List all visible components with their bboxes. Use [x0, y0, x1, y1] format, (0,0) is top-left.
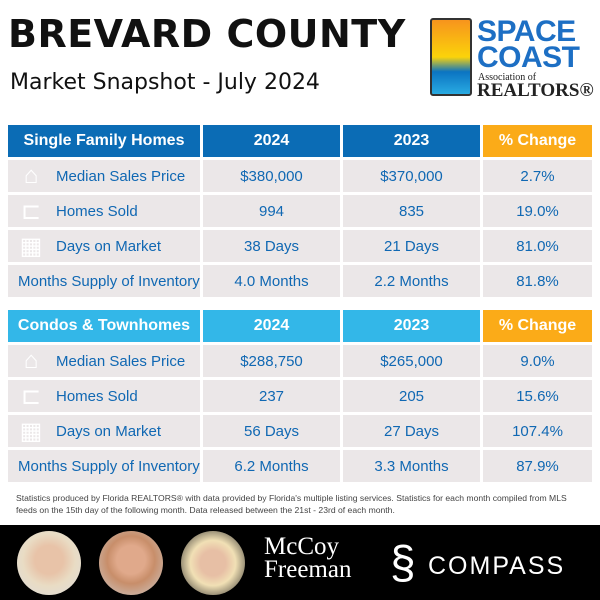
table-header-row: Condos & Townhomes 2024 2023% Change [8, 310, 592, 342]
table-row: ▦ Days on Market 38 Days 21 Days 81.0% [8, 230, 592, 262]
table-row: Months Supply of Inventory 4.0 Months 2.2 … [8, 265, 592, 297]
rocket-wave-logo-icon [430, 18, 472, 96]
metric-cell: ⌂ Median Sales Price [8, 345, 200, 377]
column-header: Condos & Townhomes [8, 310, 200, 342]
agent-photo [17, 531, 81, 595]
metric-cell: ⌂ Median Sales Price [8, 160, 200, 192]
metric-label: Homes Sold [56, 202, 138, 220]
metric-label: Months Supply of Inventory [18, 272, 200, 290]
logo-text: REALTORS® [477, 80, 594, 101]
footnote: Statistics produced by Florida REALTORS®… [16, 493, 567, 515]
team-name: McCoy [264, 533, 339, 560]
table-header-row: Single Family Homes 2024 2023% Change [8, 125, 592, 157]
column-header: 2023 [343, 125, 480, 157]
value-cell-change: 9.0% [483, 345, 592, 377]
table-row: ⊏ Homes Sold 237 205 15.6% [8, 380, 592, 412]
metric-cell: ⊏ Homes Sold [8, 380, 200, 412]
house-icon: ⌂ [23, 162, 39, 189]
logo-text: Association of [478, 72, 537, 83]
value-cell-v2023: 3.3 Months [343, 450, 480, 482]
column-header: 2023 [343, 310, 480, 342]
metric-cell: ▦ Days on Market [8, 230, 200, 262]
table-row: Months Supply of Inventory 6.2 Months 3.3 … [8, 450, 592, 482]
value-cell-v2023: $265,000 [343, 345, 480, 377]
table-row: ⌂ Median Sales Price $380,000 $370,000 2.7% [8, 160, 592, 192]
value-cell-v2024: 6.2 Months [203, 450, 340, 482]
table-row: ⊏ Homes Sold 994 835 19.0% [8, 195, 592, 227]
brokerage-logo: COMPASS [428, 552, 566, 580]
value-cell-v2024: 56 Days [203, 415, 340, 447]
column-header: 2024 [203, 125, 340, 157]
value-cell-v2023: 21 Days [343, 230, 480, 262]
logo-text: COAST [477, 41, 580, 74]
metric-label: Days on Market [56, 422, 162, 440]
value-cell-v2024: $380,000 [203, 160, 340, 192]
value-cell-v2024: 38 Days [203, 230, 340, 262]
sold-sign-icon: ⊏ [20, 382, 42, 410]
metric-cell: Months Supply of Inventory [8, 265, 200, 297]
single-family-table: Single Family Homes 2024 2023% Change ⌂ Medi… [8, 125, 592, 300]
metric-label: Days on Market [56, 237, 162, 255]
value-cell-change: 87.9% [483, 450, 592, 482]
value-cell-change: 19.0% [483, 195, 592, 227]
page-subtitle: Market Snapshot - July 2024 [10, 70, 320, 95]
value-cell-v2024: 4.0 Months [203, 265, 340, 297]
calendar-icon: ▦ [19, 417, 43, 445]
metric-label: Median Sales Price [56, 352, 186, 370]
agent-photo [99, 531, 163, 595]
metric-cell: ⊏ Homes Sold [8, 195, 200, 227]
metric-cell: ▦ Days on Market [8, 415, 200, 447]
seahorse-icon: § [390, 536, 416, 588]
logo-text: SPACE [477, 15, 576, 48]
metric-label: Months Supply of Inventory [18, 457, 200, 475]
table-row: ⌂ Median Sales Price $288,750 $265,000 9.0% [8, 345, 592, 377]
metric-label: Median Sales Price [56, 167, 186, 185]
condos-table: Condos & Townhomes 2024 2023% Change ⌂ Media… [8, 310, 592, 485]
value-cell-v2024: 994 [203, 195, 340, 227]
column-header: % Change [483, 125, 592, 157]
table-row: ▦ Days on Market 56 Days 27 Days 107.4% [8, 415, 592, 447]
column-header: 2024 [203, 310, 340, 342]
value-cell-change: 81.0% [483, 230, 592, 262]
team-logo: McCoy Freeman [264, 533, 352, 583]
value-cell-v2024: 237 [203, 380, 340, 412]
value-cell-change: 15.6% [483, 380, 592, 412]
value-cell-v2024: $288,750 [203, 345, 340, 377]
page-title: BREVARD COUNTY [8, 12, 406, 56]
value-cell-v2023: 27 Days [343, 415, 480, 447]
space-coast-realtors-logo: SPACE COAST Association of REALTORS® [430, 15, 595, 101]
house-icon: ⌂ [23, 347, 39, 374]
value-cell-change: 107.4% [483, 415, 592, 447]
value-cell-v2023: 835 [343, 195, 480, 227]
value-cell-change: 81.8% [483, 265, 592, 297]
sold-sign-icon: ⊏ [20, 197, 42, 225]
value-cell-v2023: $370,000 [343, 160, 480, 192]
calendar-icon: ▦ [19, 232, 43, 260]
value-cell-v2023: 205 [343, 380, 480, 412]
column-header: Single Family Homes [8, 125, 200, 157]
agent-photo [181, 531, 245, 595]
metric-label: Homes Sold [56, 387, 138, 405]
value-cell-change: 2.7% [483, 160, 592, 192]
column-header: % Change [483, 310, 592, 342]
value-cell-v2023: 2.2 Months [343, 265, 480, 297]
team-name: Freeman [264, 556, 352, 583]
metric-cell: Months Supply of Inventory [8, 450, 200, 482]
